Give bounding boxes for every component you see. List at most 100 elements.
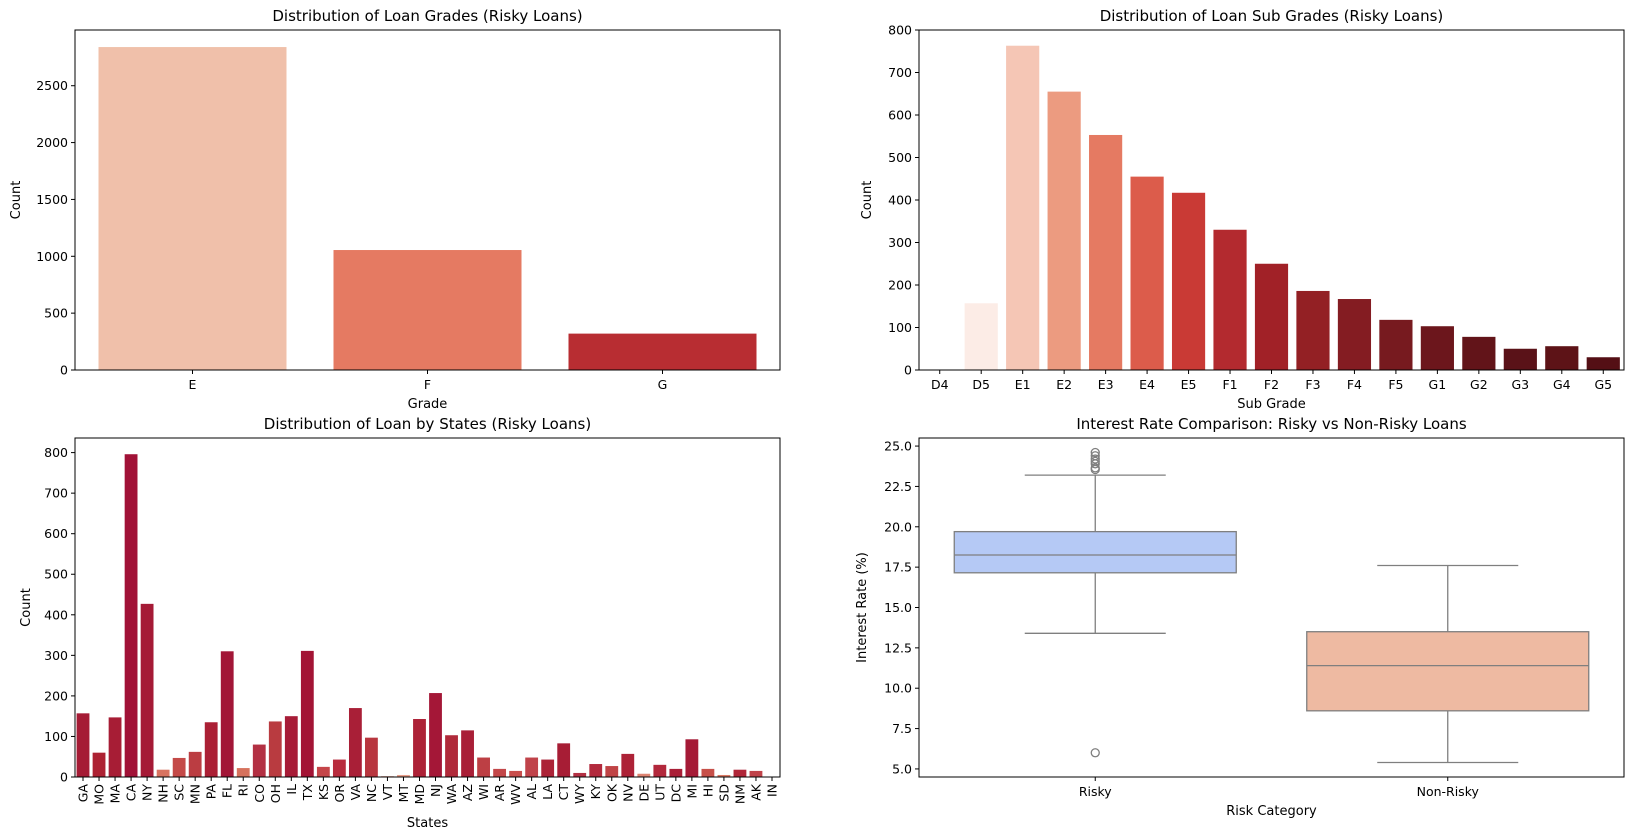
y-tick-label: 300 (888, 235, 912, 250)
outlier-point (1090, 454, 1100, 464)
bar-MT (397, 774, 410, 777)
x-tick-label: DC (668, 784, 683, 803)
bar-VA (348, 708, 362, 777)
x-tick-label: E3 (1098, 377, 1114, 392)
y-axis-label: Count (9, 181, 24, 220)
x-tick-label: SC (172, 784, 187, 801)
box-Non-Risky (1306, 564, 1590, 764)
x-axis-label: States (407, 816, 448, 831)
x-tick-label: NJ (428, 784, 443, 797)
x-tick-label: G (658, 377, 668, 392)
bar-F3 (1296, 290, 1330, 370)
bar-NY (140, 603, 154, 777)
y-tick-label: 5.0 (892, 761, 912, 776)
y-axis-label: Interest Rate (%) (855, 552, 870, 663)
bar-MO (92, 752, 106, 777)
x-tick-label: E (189, 377, 197, 392)
x-tick-label: D5 (972, 377, 990, 392)
bar-MN (188, 751, 202, 777)
bar-CA (124, 454, 138, 777)
y-axis-label: Count (19, 588, 34, 627)
bar-D5 (964, 303, 998, 370)
chart-title: Distribution of Loan by States (Risky Lo… (264, 415, 591, 433)
x-tick-label: D4 (931, 377, 949, 392)
outlier-point (1090, 463, 1100, 473)
y-tick-label: 300 (44, 648, 68, 663)
x-tick-label: NM (732, 784, 747, 804)
bar-UT (653, 764, 667, 777)
x-axis-label: Sub Grade (1237, 397, 1306, 412)
box-Risky (953, 447, 1237, 758)
x-tick-label: DE (636, 784, 651, 802)
y-tick-label: 400 (44, 607, 68, 622)
x-tick-label: VT (380, 784, 395, 801)
bar-NJ (429, 693, 442, 777)
bar-TX (300, 650, 314, 777)
y-tick-label: 25.0 (884, 439, 912, 454)
axes-frame (74, 437, 781, 778)
y-tick-label: 15.0 (884, 600, 912, 615)
x-tick-label: G4 (1553, 377, 1571, 392)
y-tick-label: 800 (888, 23, 912, 38)
bar-OK (605, 766, 619, 777)
x-tick-label: NY (140, 784, 155, 801)
x-axis-label: Risk Category (1226, 804, 1317, 819)
y-tick-label: 200 (44, 688, 68, 703)
y-tick-label: 7.5 (892, 721, 912, 736)
bar-E1 (1006, 45, 1040, 370)
x-tick-label: KY (588, 784, 603, 800)
bar-E3 (1089, 134, 1123, 370)
y-tick-label: 200 (888, 278, 912, 293)
chart-grades: Distribution of Loan Grades (Risky Loans… (9, 7, 781, 412)
y-tick-label: 0 (60, 770, 68, 785)
y-tick-label: 20.0 (884, 519, 912, 534)
x-tick-label: IL (284, 784, 299, 795)
bar-G3 (1503, 348, 1537, 370)
x-tick-label: E5 (1181, 377, 1197, 392)
bar-CO (252, 744, 266, 777)
x-tick-label: HI (700, 784, 715, 797)
y-tick-label: 2500 (36, 78, 68, 93)
x-tick-label: G5 (1594, 377, 1612, 392)
bar-NH (156, 769, 170, 777)
bar-SC (172, 757, 186, 777)
x-tick-label: Non-Risky (1417, 784, 1480, 799)
y-tick-label: 22.5 (884, 479, 912, 494)
outlier-point (1090, 451, 1100, 461)
bar-SD (717, 774, 731, 777)
x-tick-label: F4 (1347, 377, 1362, 392)
x-tick-label: VA (348, 784, 363, 801)
outlier-point (1090, 447, 1100, 458)
outlier-point (1090, 456, 1100, 467)
y-tick-label: 700 (44, 486, 68, 501)
bar-F (333, 250, 522, 370)
x-tick-label: NV (620, 784, 635, 802)
y-tick-label: 100 (44, 729, 68, 744)
x-tick-label: MI (684, 784, 699, 798)
x-tick-label: TX (300, 784, 315, 802)
chart-states: Distribution of Loan by States (Risky Lo… (19, 415, 781, 831)
x-tick-label: KS (316, 784, 331, 800)
bar-F2 (1254, 263, 1289, 370)
bar-MI (685, 739, 699, 777)
x-tick-label: WV (508, 784, 523, 805)
y-tick-label: 1000 (36, 249, 68, 264)
x-tick-label: MN (188, 784, 203, 804)
bar-G2 (1462, 336, 1496, 370)
y-tick-label: 800 (44, 445, 68, 460)
bar-DE (637, 773, 651, 777)
x-tick-label: UT (652, 784, 667, 801)
x-tick-label: MA (108, 784, 123, 804)
x-tick-label: WA (444, 784, 459, 805)
x-tick-label: F (424, 377, 431, 392)
y-axis-label: Count (860, 181, 875, 220)
x-tick-label: E4 (1139, 377, 1155, 392)
x-tick-label: MD (412, 784, 427, 804)
y-tick-label: 100 (888, 320, 912, 335)
bar-GA (76, 713, 90, 777)
bar-E (98, 47, 287, 370)
x-tick-label: AL (524, 784, 539, 800)
chart-title: Distribution of Loan Sub Grades (Risky L… (1100, 7, 1444, 25)
bar-E4 (1130, 176, 1164, 370)
bar-WV (509, 770, 523, 777)
